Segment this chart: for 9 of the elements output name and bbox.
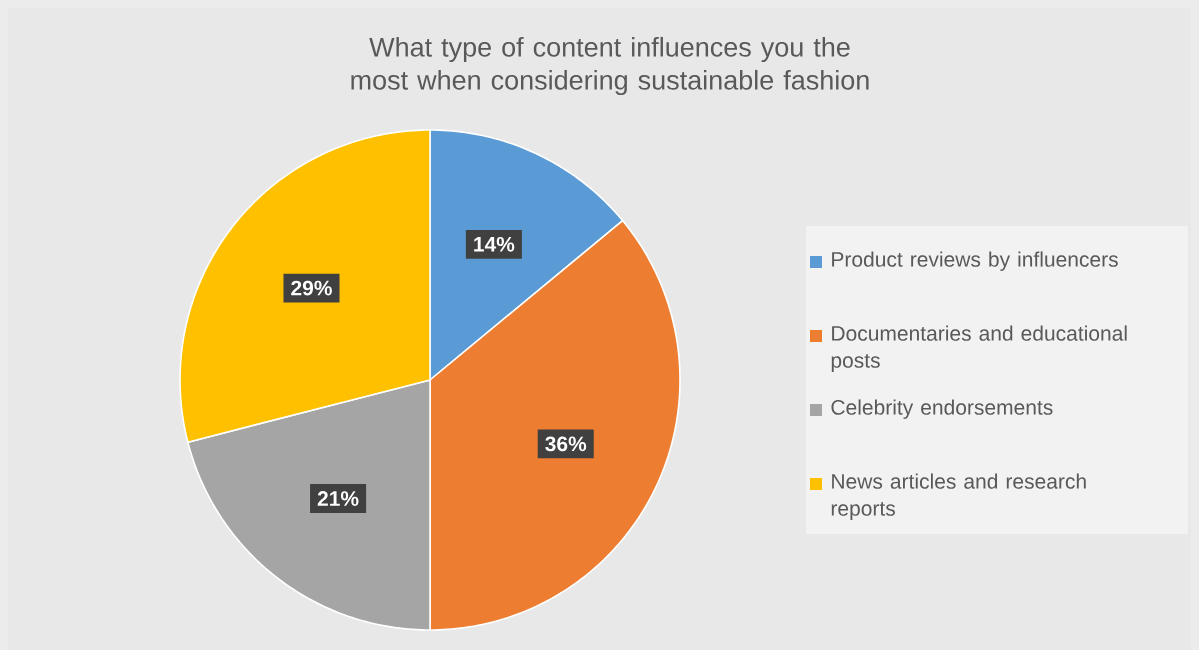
legend-label: News articles and research reports bbox=[831, 473, 1086, 520]
data-label: 29% bbox=[291, 280, 332, 296]
data-label: 36% bbox=[545, 436, 587, 452]
chart-title: What type of content influences you the most when considering sustainable fashion bbox=[351, 36, 869, 96]
legend-label: Celebrity endorsements bbox=[831, 399, 1053, 419]
legend-label: Documentaries and educational posts bbox=[831, 325, 1127, 372]
legend-label: Product reviews by influencers bbox=[832, 251, 1118, 271]
data-label: 21% bbox=[317, 491, 359, 506]
data-label: 14% bbox=[474, 236, 515, 252]
